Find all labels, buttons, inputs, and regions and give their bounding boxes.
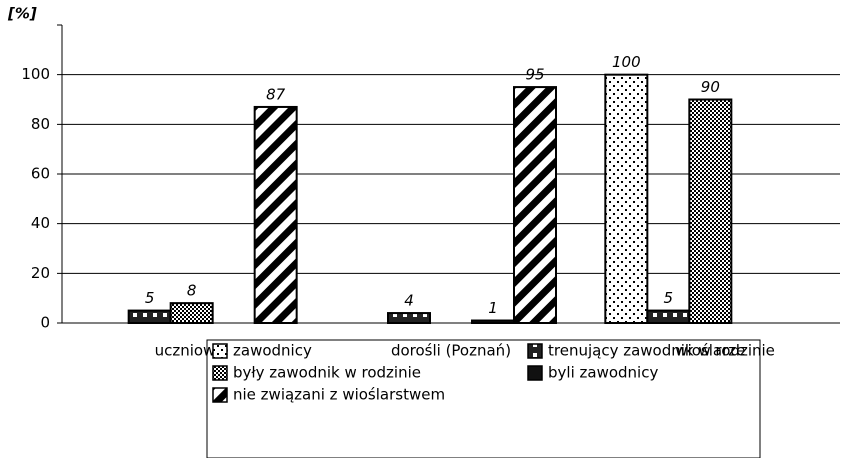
legend-box	[206, 339, 761, 458]
y-tick-label: 80	[31, 115, 50, 133]
bar	[471, 319, 515, 324]
x-tick-label: uczniowie	[155, 342, 229, 360]
value-label: 4	[404, 292, 414, 310]
value-label: 95	[525, 66, 544, 84]
value-label: 100	[612, 53, 641, 71]
legend-swatch	[527, 365, 543, 381]
value-label: 90	[701, 78, 720, 96]
y-tick-label: 40	[31, 214, 50, 232]
y-tick-label: 100	[21, 65, 50, 83]
bar	[646, 309, 691, 325]
y-tick-label: 0	[40, 314, 50, 332]
legend-label: były zawodnik w rodzinie	[233, 364, 421, 382]
legend-swatch	[212, 387, 228, 403]
legend-swatch	[527, 343, 543, 359]
legend-swatch	[212, 343, 228, 359]
bar	[387, 312, 431, 325]
y-tick-label: 20	[31, 264, 50, 282]
legend-label: byli zawodnicy	[548, 364, 658, 382]
bar	[253, 105, 298, 324]
x-tick-label: dorośli (Poznań)	[391, 342, 511, 360]
value-label: 87	[266, 85, 286, 103]
value-label: 8	[187, 282, 197, 300]
y-axis-label: [%]	[7, 5, 37, 23]
y-tick-label: 60	[31, 165, 50, 183]
bar	[127, 309, 172, 325]
legend-label: trenujący zawodnik w rodzinie	[548, 342, 775, 360]
x-tick-label: wioślarze	[675, 342, 745, 360]
bar	[604, 73, 649, 324]
bar	[513, 86, 557, 325]
legend-label: nie związani z wioślarstwem	[233, 386, 445, 404]
bar	[688, 98, 733, 324]
value-label: 5	[145, 289, 155, 307]
legend-swatch	[212, 365, 228, 381]
bar	[169, 302, 214, 324]
value-label: 5	[664, 289, 674, 307]
legend-label: zawodnicy	[233, 342, 312, 360]
value-label: 1	[488, 299, 498, 317]
